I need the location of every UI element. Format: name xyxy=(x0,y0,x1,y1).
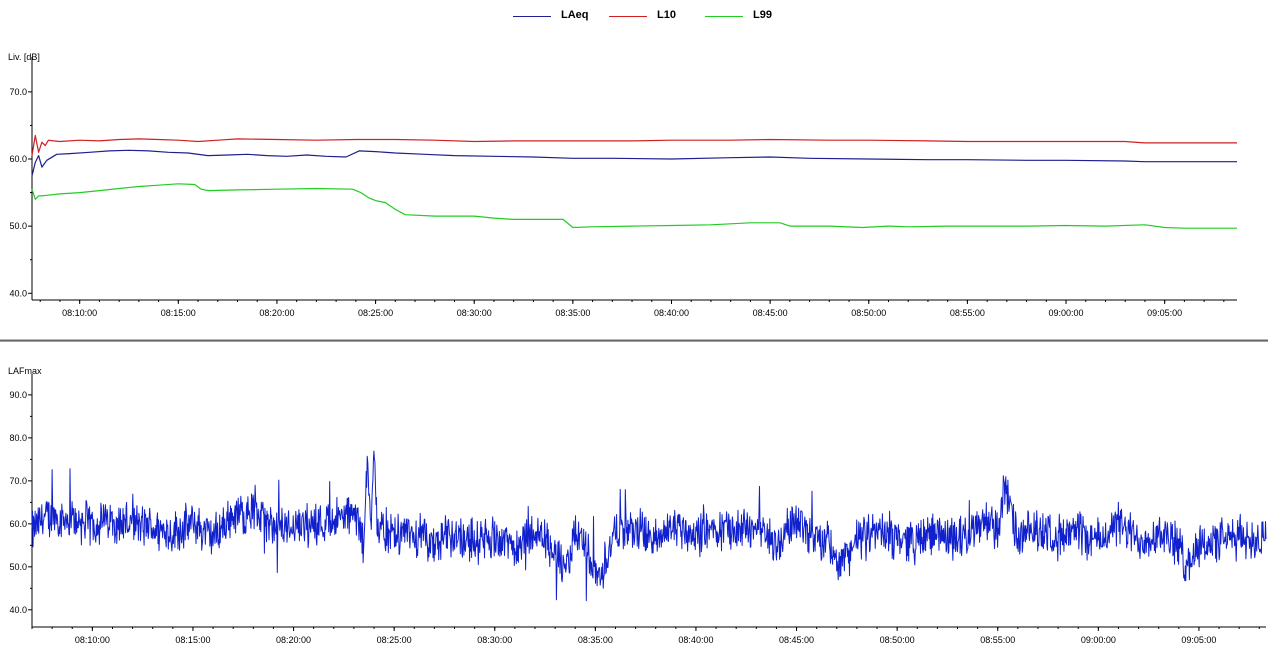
top-x-tick-label: 08:35:00 xyxy=(555,308,590,318)
top-y-tick-label: 70.0 xyxy=(9,87,27,97)
bottom-series-lafmax xyxy=(31,450,1267,602)
top-x-tick-label: 09:05:00 xyxy=(1147,308,1182,318)
top-x-tick-label: 08:50:00 xyxy=(851,308,886,318)
top-x-tick-label: 08:10:00 xyxy=(62,308,97,318)
top-y-tick-label: 50.0 xyxy=(9,221,27,231)
legend-swatch-l99 xyxy=(705,16,743,17)
top-y-tick-label: 60.0 xyxy=(9,154,27,164)
bottom-x-tick-label: 08:25:00 xyxy=(377,635,412,645)
bottom-x-tick-label: 08:10:00 xyxy=(75,635,110,645)
bottom-x-tick-label: 09:00:00 xyxy=(1081,635,1116,645)
bottom-x-tick-label: 08:45:00 xyxy=(779,635,814,645)
bottom-x-tick-label: 08:50:00 xyxy=(880,635,915,645)
legend-swatch-l10 xyxy=(609,16,647,17)
top-series-l99 xyxy=(31,183,1237,229)
bottom-x-tick-label: 08:40:00 xyxy=(678,635,713,645)
legend-swatch-laeq xyxy=(513,16,551,17)
top-x-tick-label: 08:45:00 xyxy=(753,308,788,318)
legend-item-l99: L99 xyxy=(705,8,795,26)
bottom-y-axis-title: LAFmax xyxy=(8,366,42,376)
top-y-axis-title: Liv. [dB] xyxy=(8,52,40,62)
panel-divider xyxy=(0,339,1268,342)
bottom-y-tick-label: 50.0 xyxy=(9,562,27,572)
bottom-y-tick-label: 70.0 xyxy=(9,476,27,486)
bottom-x-tick-label: 08:20:00 xyxy=(276,635,311,645)
bottom-y-tick-label: 90.0 xyxy=(9,390,27,400)
bottom-y-tick-label: 60.0 xyxy=(9,519,27,529)
top-x-tick-label: 08:40:00 xyxy=(654,308,689,318)
bottom-x-tick-label: 08:55:00 xyxy=(980,635,1015,645)
bottom-x-tick-label: 08:30:00 xyxy=(477,635,512,645)
top-x-tick-label: 08:30:00 xyxy=(457,308,492,318)
top-x-tick-label: 08:20:00 xyxy=(259,308,294,318)
chart-legend: LAeq L10 L99 xyxy=(0,8,1268,26)
top-x-tick-label: 08:55:00 xyxy=(950,308,985,318)
top-x-tick-label: 08:25:00 xyxy=(358,308,393,318)
top-series-l10 xyxy=(31,134,1237,156)
bottom-x-tick-label: 09:05:00 xyxy=(1181,635,1216,645)
legend-item-l10: L10 xyxy=(609,8,699,26)
legend-label-laeq: LAeq xyxy=(561,9,589,21)
bottom-x-tick-label: 08:35:00 xyxy=(578,635,613,645)
top-x-tick-label: 08:15:00 xyxy=(161,308,196,318)
bottom-chart: LAFmax 40.0 50.0 60.0 70.0 80.0 90.0 08:10:00 08… xyxy=(8,366,1267,645)
legend-label-l10: L10 xyxy=(657,9,676,21)
top-y-tick-label: 40.0 xyxy=(9,288,27,298)
top-x-tick-label: 09:00:00 xyxy=(1049,308,1084,318)
bottom-y-tick-label: 80.0 xyxy=(9,433,27,443)
top-series-laeq xyxy=(31,149,1237,176)
bottom-y-tick-label: 40.0 xyxy=(9,605,27,615)
bottom-x-tick-label: 08:15:00 xyxy=(175,635,210,645)
top-chart: Liv. [dB] 40.0 50.0 60.0 70.0 08:10:00 08:15:0… xyxy=(8,52,1237,318)
legend-label-l99: L99 xyxy=(753,9,772,21)
legend-item-laeq: LAeq xyxy=(513,8,603,26)
